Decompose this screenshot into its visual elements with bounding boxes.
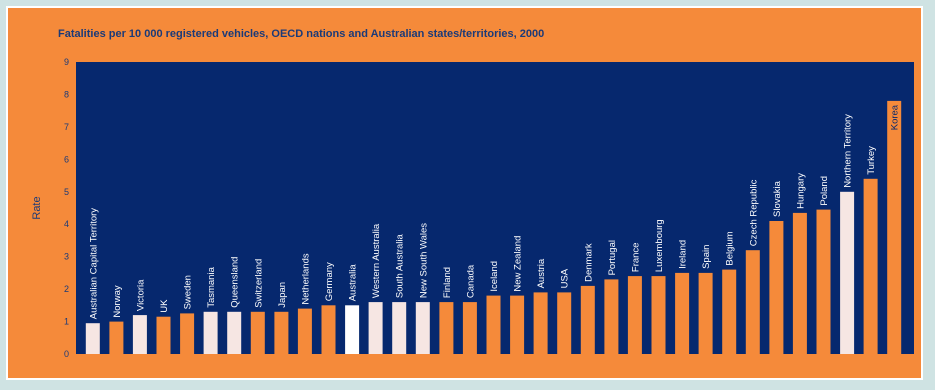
- bar: [486, 295, 501, 354]
- bar-label: New Zealand: [513, 236, 524, 292]
- bar: [321, 305, 336, 354]
- y-axis: 0 1 2 3 4 5 6 7 8 9: [64, 57, 69, 359]
- bar: [533, 292, 548, 354]
- bar-label: Korea: [890, 104, 901, 130]
- bar-label: Finland: [442, 267, 453, 298]
- y-tick-label: 7: [64, 122, 69, 132]
- bar-label: Tasmania: [206, 266, 217, 307]
- bars-group: [85, 100, 902, 355]
- bar-label: South Australia: [395, 233, 406, 298]
- bar: [180, 313, 195, 354]
- bar-label: Luxembourg: [654, 219, 665, 272]
- bar-label: Germany: [324, 262, 335, 301]
- bar-label: Czech Republic: [748, 179, 759, 246]
- bar: [792, 212, 807, 354]
- bar-label: Iceland: [489, 261, 500, 292]
- bar: [85, 323, 100, 354]
- bar-label: Slovakia: [772, 180, 783, 217]
- bar-label: Spain: [701, 245, 712, 269]
- bar: [816, 209, 831, 354]
- bar: [109, 321, 124, 354]
- bar: [722, 269, 737, 354]
- bar-label: Hungary: [795, 173, 806, 209]
- bar: [462, 302, 477, 354]
- bar: [156, 316, 171, 354]
- y-tick-label: 6: [64, 154, 69, 164]
- bar: [368, 302, 383, 354]
- bar-label: Austria: [536, 258, 547, 288]
- bar: [675, 272, 690, 354]
- bar-label: USA: [560, 268, 571, 288]
- bar: [557, 292, 572, 354]
- y-tick-label: 2: [64, 284, 69, 294]
- bar-label: Denmark: [583, 243, 594, 282]
- y-tick-label: 3: [64, 252, 69, 262]
- bar-label: Portugal: [607, 240, 618, 275]
- y-tick-label: 0: [64, 349, 69, 359]
- bar-label: Victoria: [135, 279, 146, 311]
- bar: [203, 311, 218, 354]
- chart-title: Fatalities per 10 000 registered vehicle…: [58, 28, 545, 40]
- bar-label: Belgium: [725, 231, 736, 265]
- bar: [297, 308, 312, 354]
- bar: [415, 302, 430, 354]
- bar: [698, 272, 713, 354]
- bar: [439, 302, 454, 354]
- bar-label: Northern Territory: [843, 114, 854, 188]
- bar: [604, 279, 619, 354]
- bar: [510, 295, 525, 354]
- bar-label: Western Australia: [371, 223, 382, 298]
- bar: [887, 100, 902, 355]
- bar-label: Poland: [819, 176, 830, 206]
- y-axis-label: Rate: [31, 196, 43, 219]
- bar: [863, 178, 878, 354]
- bar: [392, 302, 407, 354]
- bar-label: New South Wales: [418, 223, 429, 298]
- y-tick-label: 8: [64, 89, 69, 99]
- bar-label: Canada: [465, 264, 476, 298]
- bar: [840, 191, 855, 354]
- bar: [627, 276, 642, 354]
- bar: [250, 311, 265, 354]
- bar: [227, 311, 242, 354]
- bar-labels-group: Australian Capital Territory Norway Victor…: [88, 104, 900, 319]
- bar: [745, 250, 760, 354]
- bar: [132, 315, 147, 354]
- bar-label: Norway: [112, 285, 123, 317]
- bar-label: Switzerland: [253, 259, 264, 308]
- bar-label: UK: [159, 299, 170, 313]
- bar-label: Sweden: [183, 275, 194, 309]
- y-tick-label: 5: [64, 187, 69, 197]
- bar-label: Japan: [277, 282, 288, 308]
- bar: [769, 221, 784, 354]
- bar: [651, 276, 666, 354]
- bar-label: Turkey: [866, 146, 877, 175]
- bar-label: Netherlands: [300, 253, 311, 304]
- y-tick-label: 9: [64, 57, 69, 67]
- bar-label: Ireland: [678, 240, 689, 269]
- y-tick-label: 1: [64, 317, 69, 327]
- bar-label: France: [630, 243, 641, 273]
- bar-label: Australia: [348, 264, 359, 302]
- bar-label: Queensland: [230, 257, 241, 308]
- bar-label: Australian Capital Territory: [88, 208, 99, 319]
- bar: [580, 285, 595, 354]
- bar: [345, 305, 360, 354]
- y-tick-label: 4: [64, 219, 69, 229]
- bar: [274, 311, 289, 354]
